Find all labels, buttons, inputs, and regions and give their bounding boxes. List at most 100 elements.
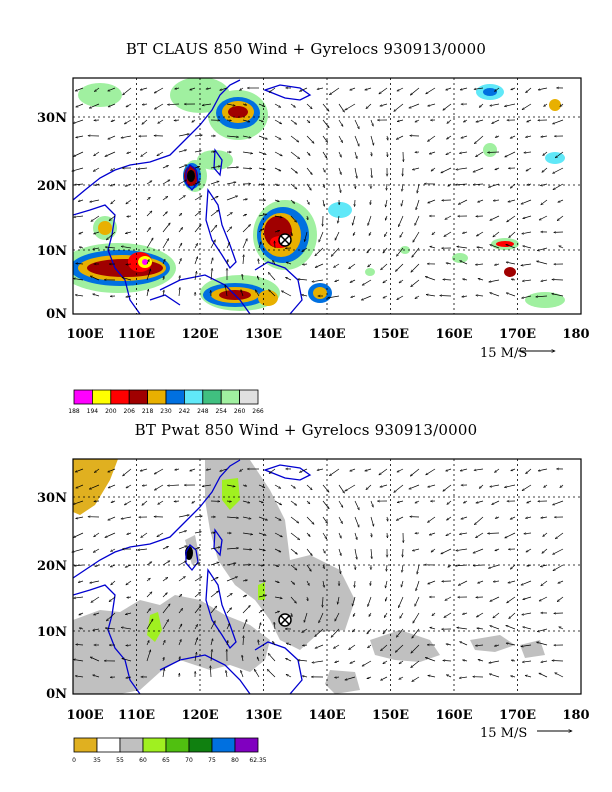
wind-vector	[79, 612, 84, 616]
wind-vector	[476, 612, 484, 618]
wind-vector	[178, 546, 187, 550]
wind-vector	[274, 516, 281, 521]
x-tick: 110E	[118, 708, 155, 723]
wind-vector	[73, 278, 84, 281]
wind-vector	[504, 103, 516, 106]
wind-vector	[274, 565, 279, 567]
wind-vector	[476, 119, 484, 122]
wind-vector	[397, 295, 404, 301]
wind-vector	[541, 280, 548, 281]
wind-vector	[444, 612, 452, 618]
wind-vector	[509, 612, 516, 619]
wind-vector	[256, 657, 259, 662]
colorbar-label: 80	[231, 757, 239, 764]
wind-vector	[334, 677, 340, 678]
wind-vector	[371, 548, 372, 559]
x-tick: 150E	[372, 327, 409, 342]
wind-vector	[368, 596, 372, 607]
wind-vector	[409, 484, 420, 490]
wind-vector	[460, 468, 468, 471]
wind-vector	[412, 676, 420, 682]
wind-vector	[108, 484, 116, 489]
wind-vector	[146, 619, 154, 630]
wind-vector	[448, 564, 452, 567]
wind-vector	[345, 103, 356, 111]
wind-vector	[146, 227, 151, 233]
wind-vector	[553, 548, 564, 555]
wind-vector	[428, 484, 436, 487]
wind-vector	[334, 612, 340, 621]
wind-vector	[350, 87, 356, 91]
wind-vector	[410, 468, 420, 476]
wind-vector	[146, 640, 150, 646]
wind-vector	[274, 231, 280, 233]
wind-vector	[494, 468, 500, 473]
wind-vector	[210, 181, 219, 185]
wind-vector	[242, 580, 248, 581]
wind-vector	[258, 184, 264, 185]
wind-vector	[275, 241, 276, 249]
wind-vector	[329, 468, 340, 476]
wind-vector	[286, 643, 292, 646]
wind-vector	[140, 87, 148, 90]
wind-vector	[93, 167, 100, 172]
wind-vector	[487, 533, 500, 534]
x-tick: 130E	[245, 327, 282, 342]
wind-vector	[268, 272, 276, 281]
wind-vector	[446, 87, 452, 90]
wind-vector	[490, 484, 500, 487]
wind-vector	[425, 277, 436, 281]
wind-vector	[525, 675, 532, 678]
wind-vector	[366, 484, 372, 490]
wind-vector	[493, 612, 500, 618]
wind-vector	[524, 152, 532, 153]
wind-vector	[322, 516, 328, 524]
wind-vector	[354, 532, 357, 540]
wind-vector	[412, 612, 420, 623]
wind-vector	[142, 119, 148, 124]
wind-vector	[227, 259, 228, 265]
colorbar-swatch	[239, 389, 259, 405]
wind-vector	[555, 151, 564, 158]
wind-vector	[162, 577, 168, 582]
wind-vector	[141, 151, 148, 157]
wind-vector	[338, 151, 342, 157]
wind-vector	[93, 629, 100, 630]
wind-vector	[93, 612, 100, 615]
wind-vector	[79, 247, 84, 248]
wind-vector	[487, 152, 500, 153]
wind-vector	[552, 661, 564, 662]
colorbar-label: 254	[215, 408, 227, 415]
wind-vector	[380, 484, 388, 487]
colorbar-swatch	[188, 737, 213, 753]
wind-vector	[258, 532, 266, 535]
wind-vector	[146, 259, 150, 265]
wind-vector	[79, 231, 84, 235]
wind-vector	[338, 484, 345, 493]
wind-vector	[194, 243, 198, 249]
wind-vector	[258, 548, 266, 551]
wind-vector	[210, 240, 216, 249]
wind-vector	[146, 578, 150, 582]
wind-vector	[73, 500, 84, 504]
wind-vector	[290, 596, 297, 603]
wind-vector	[475, 645, 484, 646]
wind-vector	[194, 592, 201, 598]
wind-vector	[414, 596, 420, 606]
wind-vector	[157, 532, 164, 538]
wind-vector	[122, 277, 132, 281]
wind-vector	[226, 670, 227, 678]
wind-vector	[527, 119, 532, 123]
wind-vector	[425, 658, 436, 662]
wind-vector	[476, 500, 484, 503]
wind-vector	[146, 650, 151, 662]
wind-vector	[522, 661, 532, 662]
wind-vector	[370, 135, 374, 145]
wind-vector	[506, 262, 516, 265]
wind-vector	[194, 224, 201, 233]
wind-vector	[521, 295, 532, 298]
wind-vector	[495, 168, 500, 171]
wind-vector	[555, 532, 564, 539]
wind-vector	[194, 211, 201, 217]
wind-vector	[226, 136, 239, 137]
